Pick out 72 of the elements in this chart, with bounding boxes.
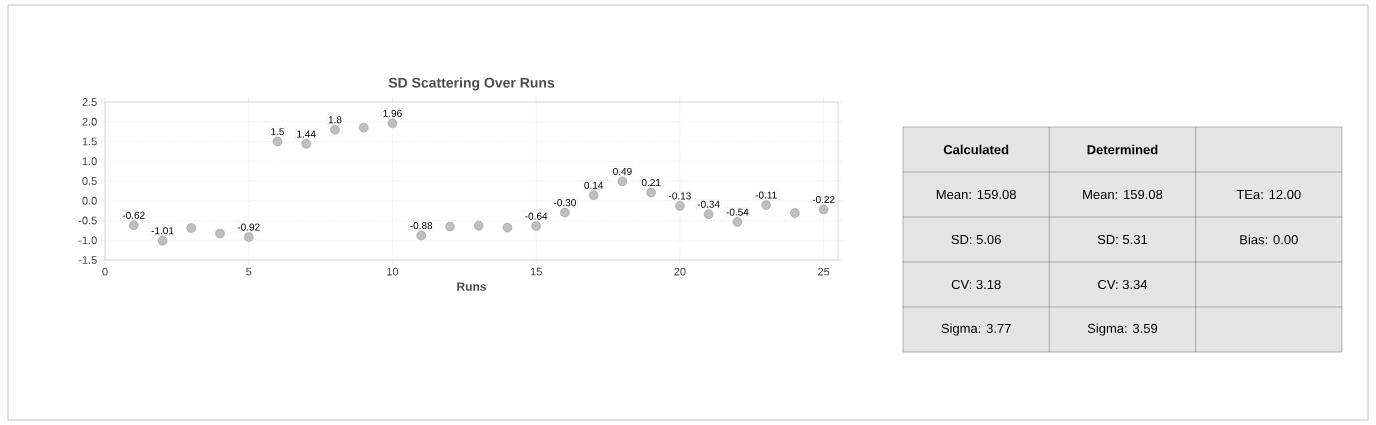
x-tick-label: 0	[102, 267, 108, 276]
data-label: -0.92	[237, 223, 260, 231]
point	[560, 207, 570, 218]
point	[502, 222, 513, 233]
point	[186, 223, 196, 233]
x-axis-title: Runs	[457, 282, 487, 291]
text: Mean: 159.08	[936, 189, 1016, 200]
data-label: 1.5	[271, 128, 284, 136]
text: Mean: 159.08	[1083, 189, 1163, 200]
point	[387, 118, 398, 129]
data-label: -0.62	[122, 211, 145, 219]
point	[416, 230, 426, 241]
point	[244, 232, 254, 242]
y-tick-label: 1.0	[82, 157, 97, 166]
point	[531, 221, 541, 231]
point	[675, 201, 685, 211]
point	[215, 228, 225, 239]
text: Sigma: 3.59	[1087, 323, 1158, 336]
y-tick-label: -1.5	[78, 256, 97, 264]
category-label: Calculated	[943, 144, 1009, 155]
category-label: Determined	[1087, 144, 1158, 155]
point	[818, 204, 829, 215]
text: SD: 5.31	[1097, 234, 1148, 245]
point	[703, 209, 714, 219]
data-label: -0.34	[697, 200, 720, 208]
y-tick-label: 0.0	[82, 196, 97, 205]
y-tick-label: 2.5	[82, 98, 97, 106]
point	[473, 220, 484, 231]
point	[588, 190, 599, 200]
text: Bias: 0.00	[1240, 234, 1298, 245]
data-label: 1.96	[383, 109, 402, 117]
point	[617, 176, 628, 187]
data-label: 1.44	[297, 130, 316, 138]
data-label: -1.01	[151, 227, 174, 235]
y-tick-label: -0.5	[78, 216, 97, 225]
point	[359, 122, 369, 133]
data-label: -0.88	[410, 222, 433, 230]
point	[732, 217, 743, 227]
text: TEa: 12.00	[1236, 189, 1301, 200]
data-label: -0.13	[668, 192, 691, 200]
point	[445, 221, 455, 232]
x-tick-label: 5	[246, 267, 252, 276]
text: Sigma: 3.77	[941, 323, 1011, 336]
data-label: 0.21	[641, 178, 661, 187]
data-label: 1.8	[328, 116, 342, 124]
chart-title: SD Scattering Over Runs	[388, 77, 555, 91]
point	[301, 139, 311, 149]
x-tick-label: 25	[818, 267, 830, 276]
data-label: -0.11	[755, 191, 777, 199]
point	[272, 136, 283, 147]
point	[761, 200, 771, 210]
data-label: -0.54	[726, 208, 749, 216]
text: SD: 5.06	[951, 234, 1001, 245]
x-tick-label: 10	[387, 267, 399, 276]
y-tick-label: 0.5	[82, 177, 97, 185]
point	[129, 220, 139, 230]
point	[790, 208, 800, 218]
data-label: 0.49	[613, 167, 632, 175]
data-label: -0.64	[525, 212, 548, 220]
x-tick-label: 15	[530, 267, 542, 276]
point	[157, 235, 168, 246]
text: CV: 3.34	[1098, 279, 1148, 290]
point	[330, 124, 340, 135]
point	[646, 187, 656, 198]
x-tick-label: 20	[674, 267, 686, 276]
data-label: 0.14	[584, 181, 604, 189]
y-tick-label: 1.5	[82, 137, 97, 146]
data-label: -0.22	[812, 195, 835, 204]
data-label: -0.30	[553, 199, 576, 207]
y-tick-label: -1.0	[78, 236, 97, 245]
y-tick-label: 2.0	[82, 117, 97, 126]
text: CV: 3.18	[951, 279, 1001, 290]
